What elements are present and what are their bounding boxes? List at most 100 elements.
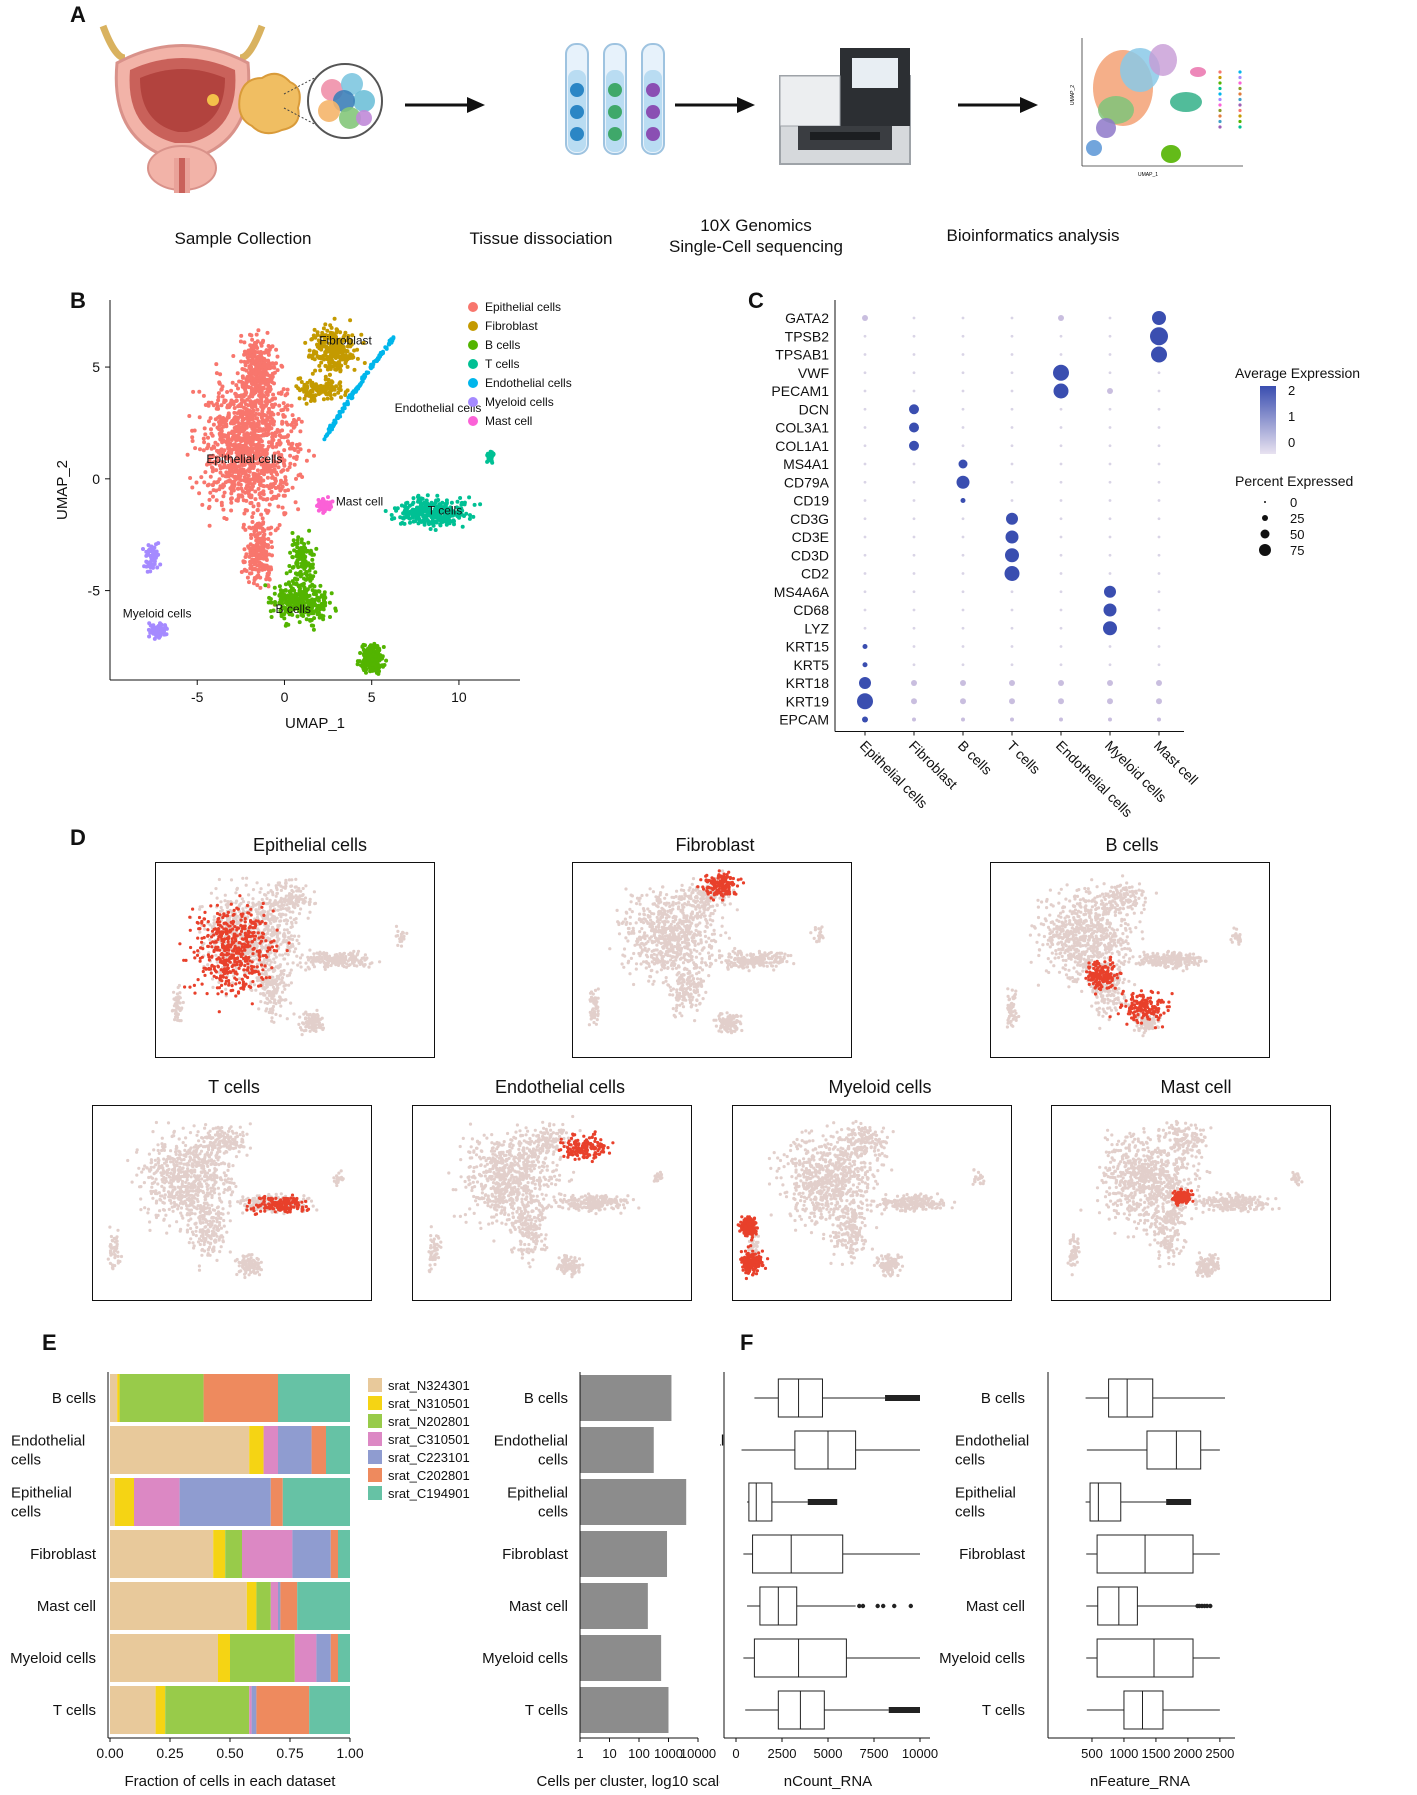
- umap-point: [262, 380, 267, 384]
- cell: [347, 963, 351, 968]
- umap-point: [214, 498, 219, 503]
- umap-point: [279, 363, 284, 368]
- umap-point: [303, 340, 308, 345]
- umap-point: [211, 494, 215, 499]
- umap-point: [250, 553, 255, 558]
- umap-point: [301, 581, 306, 586]
- umap-point: [349, 338, 354, 343]
- tissue-illustration: [238, 63, 383, 139]
- umap-point: [268, 597, 273, 601]
- umap-point: [291, 538, 296, 543]
- umap-point: [404, 501, 409, 506]
- cell: [325, 958, 329, 962]
- cell: [173, 1012, 178, 1016]
- cell: [286, 953, 290, 957]
- umap-point: [272, 591, 277, 596]
- umap-point: [265, 469, 270, 474]
- avg-expression-title: Average Expression: [1235, 365, 1360, 381]
- cell: [315, 1013, 319, 1017]
- dot: [1059, 572, 1063, 575]
- umap-point: [391, 335, 396, 340]
- umap-point: [290, 413, 295, 418]
- cell: [279, 888, 283, 892]
- umap-point: [334, 338, 339, 343]
- umap-point: [271, 494, 276, 499]
- umap-point: [257, 548, 262, 553]
- umap-point: [159, 628, 164, 633]
- umap-point: [146, 543, 151, 548]
- cell: [252, 983, 257, 987]
- cell: [303, 896, 308, 900]
- umap-point: [239, 493, 244, 498]
- umap-point: [284, 571, 289, 576]
- cell: [271, 930, 275, 934]
- umap-point: [144, 559, 149, 564]
- cell: [325, 951, 329, 955]
- umap-point: [197, 491, 202, 496]
- size-legend-dot: [1262, 515, 1268, 521]
- dot: [859, 677, 871, 689]
- umap-point: [310, 557, 315, 562]
- umap-point: [330, 499, 335, 504]
- umap-point: [311, 627, 316, 632]
- umap-point: [356, 386, 361, 391]
- umap-point: [256, 567, 261, 572]
- umap-point: [262, 484, 267, 489]
- size-legend-dot: [1260, 529, 1270, 539]
- cell: [267, 943, 271, 947]
- umap-point: [361, 341, 366, 345]
- umap-point: [269, 410, 274, 415]
- umap-point: [263, 367, 268, 372]
- cell: [234, 966, 238, 970]
- umap-point: [316, 502, 321, 506]
- umap-point: [214, 488, 219, 493]
- umap-point: [359, 332, 364, 337]
- umap-point: [304, 393, 309, 398]
- cell: [314, 957, 318, 961]
- cell: [274, 1002, 278, 1006]
- dot: [1059, 444, 1063, 448]
- umap-point: [264, 556, 269, 561]
- umap-point: [233, 436, 238, 441]
- umap-point: [314, 592, 318, 597]
- umap-point: [238, 414, 243, 419]
- thumb-legend-dot: [1218, 125, 1222, 129]
- cell: [316, 956, 321, 960]
- umap-point: [358, 651, 363, 655]
- umap-point: [449, 500, 454, 505]
- umap-point: [327, 347, 332, 352]
- umap-point: [296, 565, 301, 570]
- cell: [263, 1001, 267, 1005]
- umap-point: [239, 359, 244, 364]
- umap-point: [277, 403, 282, 408]
- dot: [1107, 680, 1113, 686]
- umap-point: [419, 519, 424, 524]
- cell: [255, 976, 259, 980]
- umap-point: [260, 516, 265, 521]
- umap-point: [253, 497, 258, 502]
- cell: [317, 1021, 321, 1025]
- dot: [1010, 499, 1014, 502]
- cell: [275, 979, 279, 983]
- cell: [258, 890, 262, 894]
- umap-point: [214, 455, 219, 460]
- umap-point: [292, 548, 297, 553]
- umap-point: [296, 386, 301, 391]
- umap-point: [201, 393, 206, 398]
- umap-point: [249, 377, 254, 382]
- umap-point: [361, 647, 366, 652]
- umap-point: [357, 659, 362, 664]
- umap-point: [286, 433, 291, 438]
- umap-point: [323, 595, 328, 600]
- umap-point: [222, 462, 227, 467]
- cell: [175, 992, 179, 996]
- cell: [298, 894, 302, 898]
- umap-point: [439, 517, 443, 521]
- cell: [279, 919, 283, 923]
- umap-point: [153, 553, 158, 558]
- cell: [350, 960, 355, 964]
- cell: [322, 952, 326, 957]
- umap-point: [224, 517, 229, 521]
- umap-point: [211, 422, 216, 427]
- umap-point: [268, 415, 273, 420]
